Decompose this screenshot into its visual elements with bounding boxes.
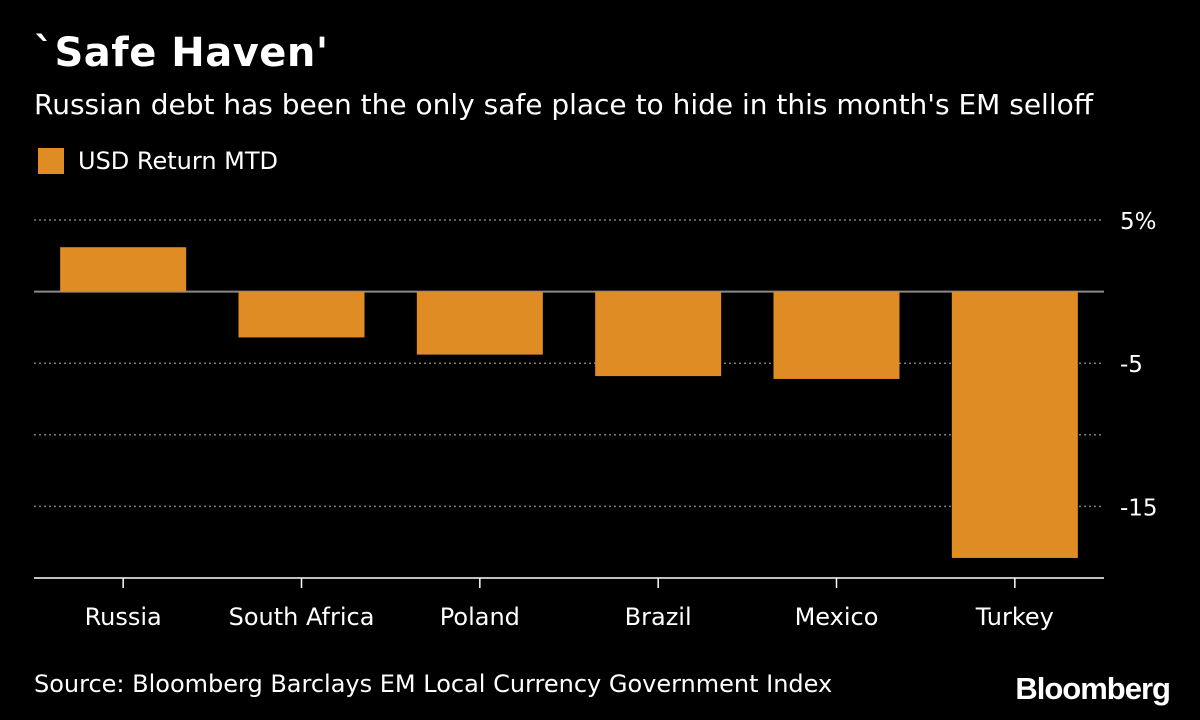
- bloomberg-logo: Bloomberg: [1015, 671, 1171, 706]
- x-tick-label: Poland: [440, 603, 520, 631]
- y-tick-label: -15: [1120, 495, 1158, 521]
- bar-south-africa: [238, 291, 365, 338]
- x-tick-label: Turkey: [975, 603, 1054, 631]
- source-note: Source: Bloomberg Barclays EM Local Curr…: [34, 670, 833, 698]
- x-tick-label: Mexico: [795, 603, 879, 631]
- y-tick-label: -5: [1120, 352, 1143, 378]
- x-tick-label: Russia: [85, 603, 162, 631]
- x-tick-label: Brazil: [625, 603, 692, 631]
- legend: USD Return MTD: [38, 146, 278, 176]
- bar-turkey: [951, 291, 1078, 558]
- legend-swatch: [38, 148, 64, 174]
- chart-title: `Safe Haven': [34, 30, 329, 76]
- y-tick-label: 5%: [1120, 209, 1157, 235]
- bar-brazil: [595, 291, 722, 377]
- bar-russia: [60, 247, 187, 292]
- bar-mexico: [773, 291, 900, 379]
- bar-poland: [416, 291, 543, 355]
- x-tick-label: South Africa: [229, 603, 375, 631]
- chart-subtitle: Russian debt has been the only safe plac…: [34, 88, 1094, 121]
- legend-label: USD Return MTD: [78, 147, 279, 175]
